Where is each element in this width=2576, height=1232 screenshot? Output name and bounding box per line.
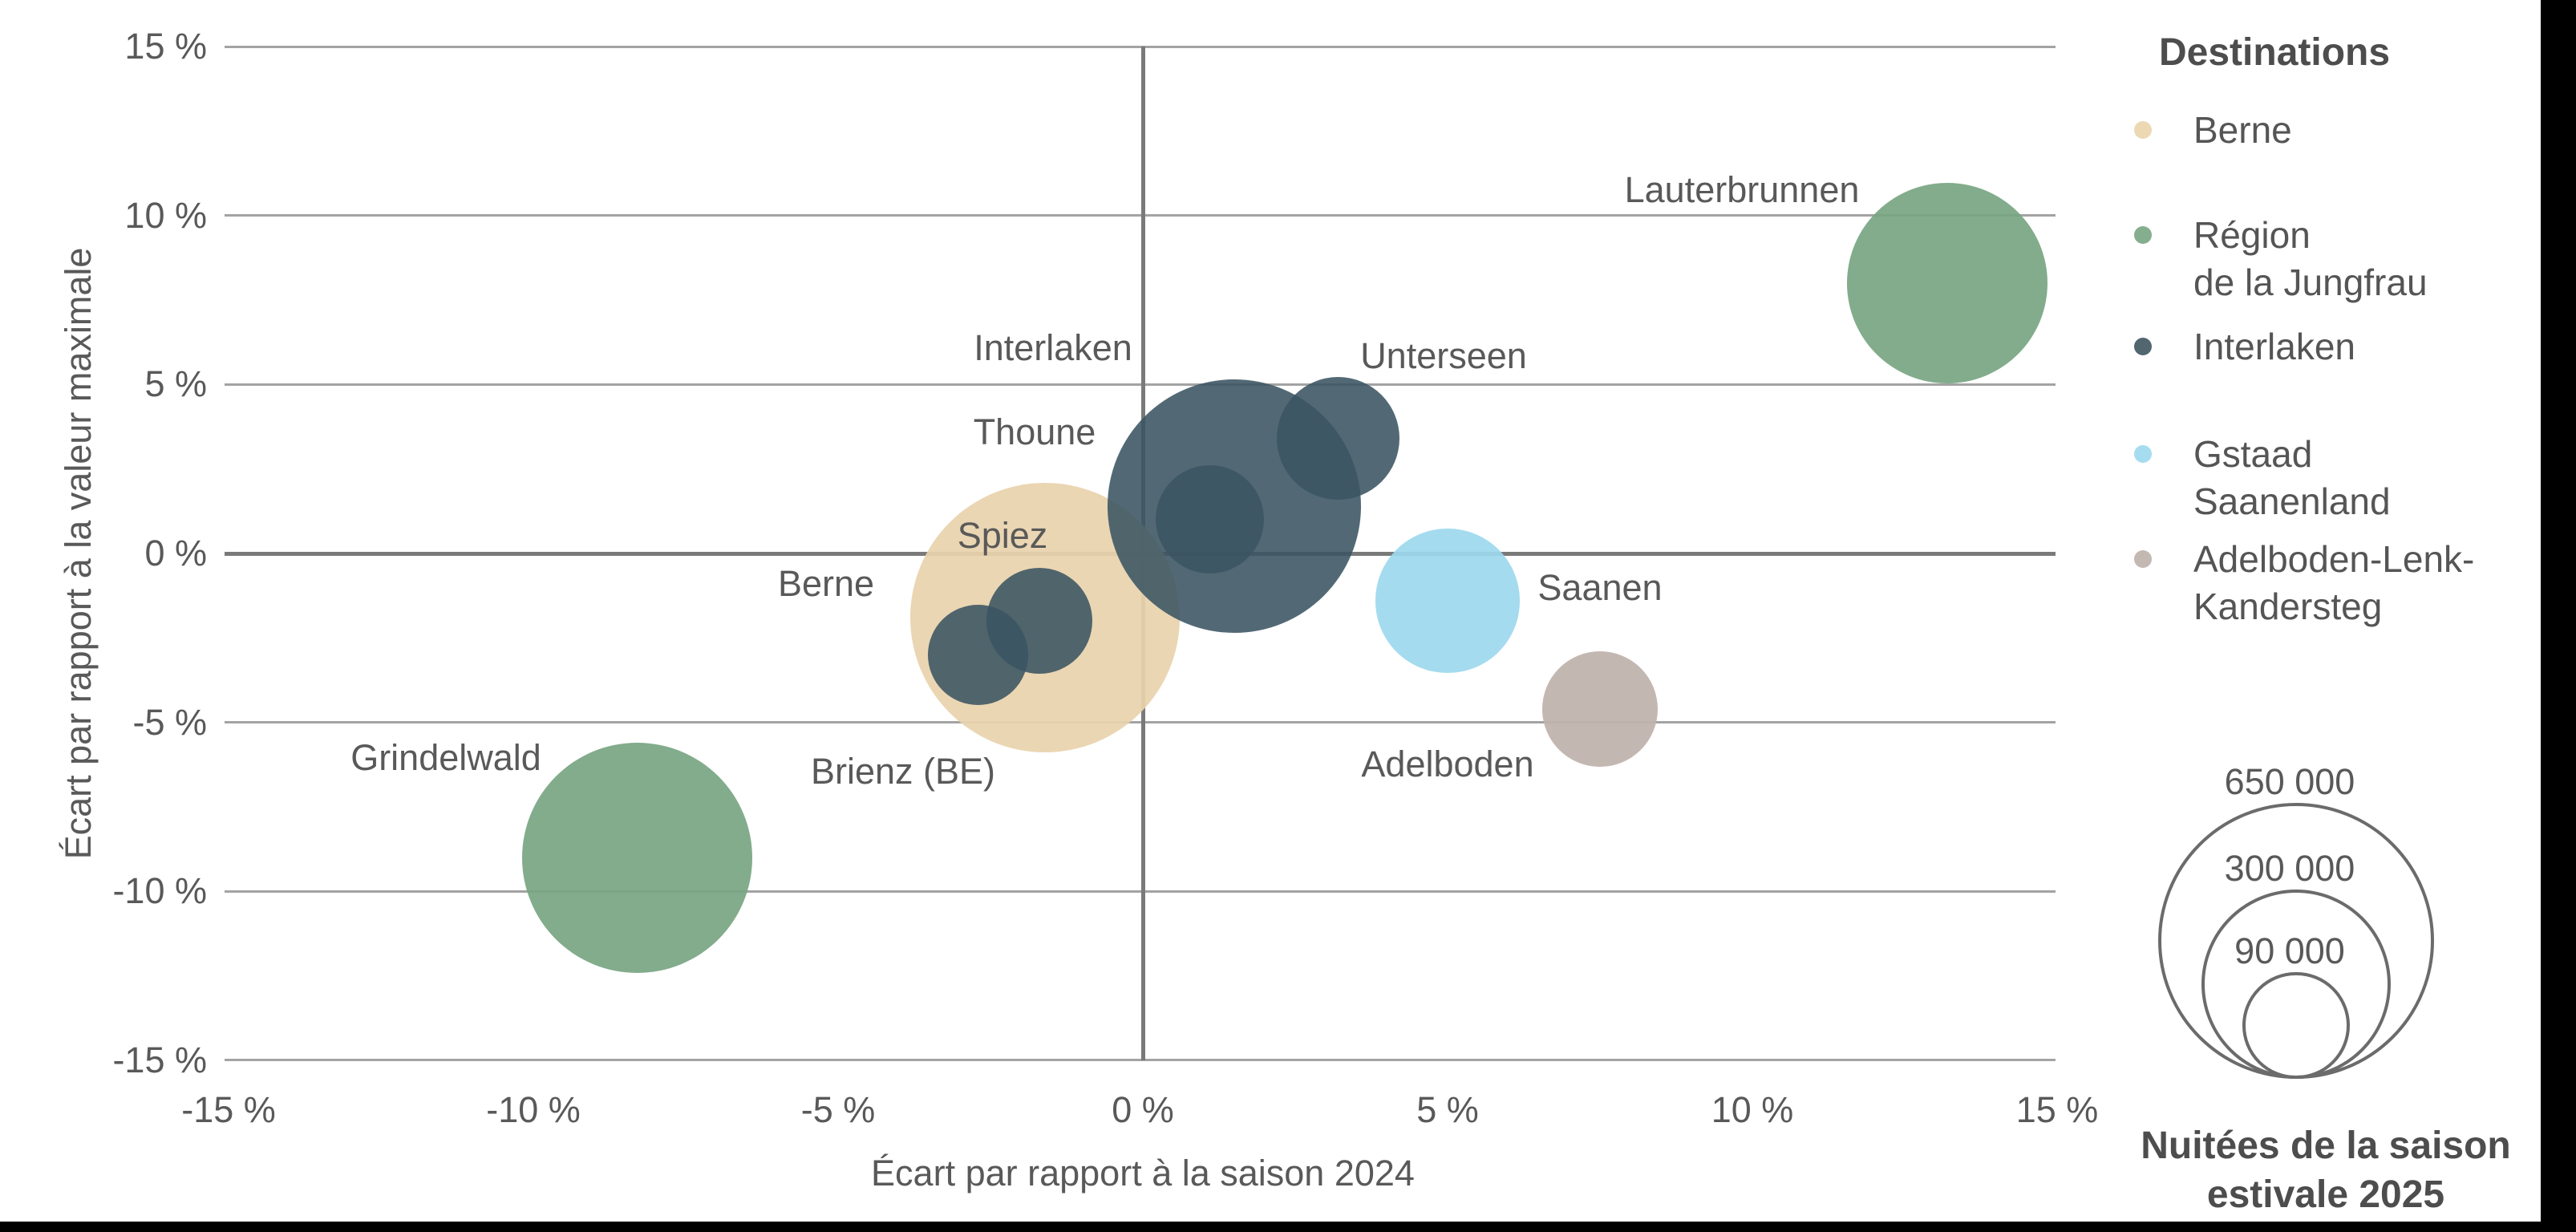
x-tick-label: 10 % [1711, 1089, 1794, 1130]
y-tick-label: 5 % [144, 363, 207, 405]
bubble-label-thoune: Thoune [973, 411, 1096, 452]
size-legend-label: 650 000 [2224, 760, 2355, 802]
bubble-label-interlaken: Interlaken [974, 327, 1132, 368]
bubble-lauterbrunnen [1847, 182, 2048, 383]
legend-dot-interlaken [2134, 338, 2152, 355]
legend-dot-r-gion-de-la-jungfrau [2134, 226, 2152, 244]
legend-item-adelboden-lenk-kandersteg: Adelboden-Lenk- Kandersteg [2193, 538, 2475, 627]
y-tick-label: -15 % [112, 1039, 207, 1080]
y-tick-label: -5 % [132, 701, 207, 743]
y-gridline [225, 383, 2056, 386]
size-legend-label: 300 000 [2224, 847, 2355, 889]
bubble-saanen [1375, 529, 1520, 673]
right-black-bar [2541, 0, 2576, 1232]
x-tick-label: 5 % [1416, 1089, 1479, 1130]
bubble-label-brienz-be: Brienz (BE) [810, 751, 996, 792]
bubble-unterseen [1276, 377, 1399, 500]
legend-title: Destinations [2159, 31, 2391, 74]
x-tick-label: -5 % [800, 1089, 876, 1130]
legend-item-r-gion-de-la-jungfrau: Région de la Jungfrau [2193, 214, 2428, 303]
y-tick-label: 15 % [124, 26, 207, 67]
bubble-thoune [1156, 465, 1265, 574]
legend-dot-berne [2134, 121, 2152, 139]
size-legend-caption: Nuitées de la saison estivale 2025 [2141, 1125, 2511, 1216]
y-gridline [225, 45, 2056, 48]
legend-item-gstaad-saanenland: Gstaad Saanenland [2193, 433, 2391, 522]
x-tick-label: -10 % [486, 1089, 581, 1130]
bubble-adelboden [1541, 650, 1659, 767]
legend-item-berne: Berne [2193, 109, 2292, 151]
size-legend-circle-90000 [2242, 971, 2350, 1079]
x-tick-label: 15 % [2015, 1089, 2099, 1130]
y-gridline [225, 214, 2056, 217]
bubble-label-adelboden: Adelboden [1361, 744, 1534, 784]
bubble-label-berne: Berne [777, 563, 875, 604]
y-tick-label: -10 % [112, 870, 207, 912]
y-tick-label: 10 % [124, 194, 207, 236]
bubble-label-grindelwald: Grindelwald [350, 737, 541, 778]
legend-dot-gstaad-saanenland [2134, 445, 2152, 463]
bottom-black-bar [0, 1222, 2576, 1232]
bubble-label-lauterbrunnen: Lauterbrunnen [1624, 169, 1860, 210]
size-legend-label: 90 000 [2234, 930, 2345, 971]
bubble-label-saanen: Saanen [1537, 567, 1663, 608]
legend-item-interlaken: Interlaken [2193, 326, 2356, 367]
y-tick-label: 0 % [144, 533, 207, 573]
bubble-label-unterseen: Unterseen [1360, 335, 1527, 376]
x-tick-label: 0 % [1112, 1089, 1174, 1130]
bubble-brienz-be [928, 604, 1029, 705]
x-tick-label: -15 % [181, 1089, 276, 1130]
y-axis-title: Écart par rapport à la valeur maximale [58, 247, 99, 860]
bubble-grindelwald [521, 742, 752, 973]
legend-dot-adelboden-lenk-kandersteg [2134, 550, 2152, 568]
y-gridline [225, 1059, 2056, 1062]
bubble-label-spiez: Spiez [957, 515, 1048, 556]
x-axis-title: Écart par rapport à la saison 2024 [871, 1153, 1415, 1194]
y-gridline [225, 890, 2056, 893]
y-gridline [225, 721, 2056, 724]
